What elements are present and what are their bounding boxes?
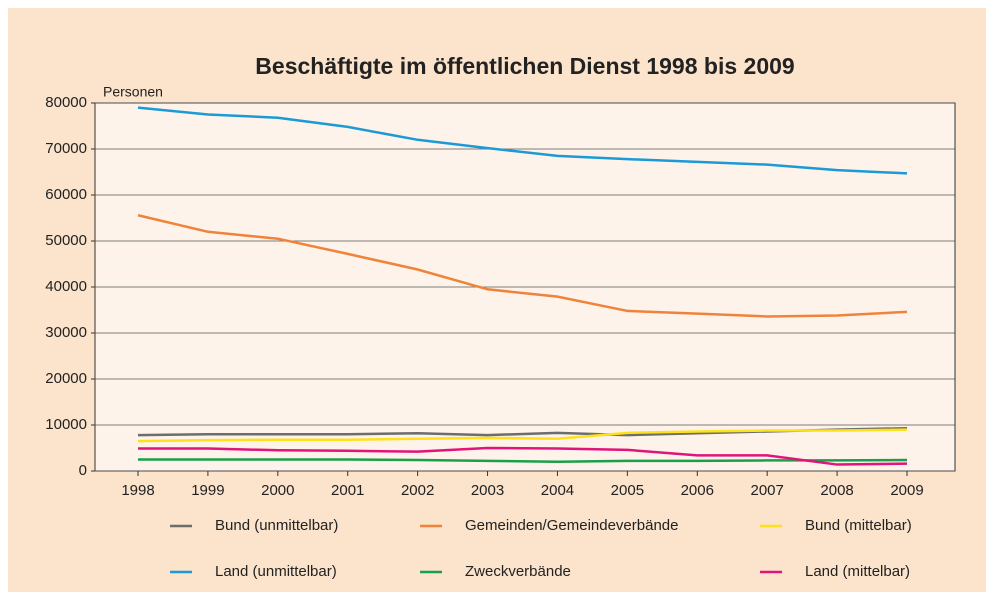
y-tick-label: 10000 <box>45 416 87 433</box>
y-tick-label: 30000 <box>45 324 87 341</box>
legend-label: Land (mittelbar) <box>805 563 910 580</box>
x-tick-label: 2009 <box>890 482 923 499</box>
y-tick-label: 80000 <box>45 94 87 111</box>
series-line <box>137 106 908 175</box>
legend-label: Land (unmittelbar) <box>215 563 337 580</box>
y-tick-label: 40000 <box>45 278 87 295</box>
x-tick-label: 2002 <box>401 482 434 499</box>
series-line <box>137 428 908 443</box>
series-line <box>138 446 908 466</box>
legend-label: Bund (unmittelbar) <box>215 517 338 534</box>
y-tick-label: 70000 <box>45 140 87 157</box>
x-tick-label: 2007 <box>750 482 783 499</box>
series-line <box>138 458 908 464</box>
chart-title: Beschäftigte im öffentlichen Dienst 1998… <box>255 53 794 79</box>
legend-label: Gemeinden/Gemeindeverbände <box>465 517 678 534</box>
x-tick-label: 2001 <box>331 482 364 499</box>
x-tick-label: 2000 <box>261 482 294 499</box>
x-tick-label: 2003 <box>471 482 504 499</box>
y-axis-label: Personen <box>103 84 163 100</box>
y-tick-label: 50000 <box>45 232 87 249</box>
y-tick-label: 0 <box>79 462 87 479</box>
y-tick-label: 20000 <box>45 370 87 387</box>
x-tick-label: 2006 <box>681 482 714 499</box>
x-tick-label: 2008 <box>820 482 853 499</box>
x-tick-label: 2004 <box>541 482 574 499</box>
x-tick-label: 1998 <box>121 482 154 499</box>
x-tick-label: 2005 <box>611 482 644 499</box>
y-tick-label: 60000 <box>45 186 87 203</box>
legend-label: Zweckverbände <box>465 563 571 580</box>
series-line <box>137 214 908 318</box>
legend-label: Bund (mittelbar) <box>805 517 912 534</box>
x-tick-label: 1999 <box>191 482 224 499</box>
